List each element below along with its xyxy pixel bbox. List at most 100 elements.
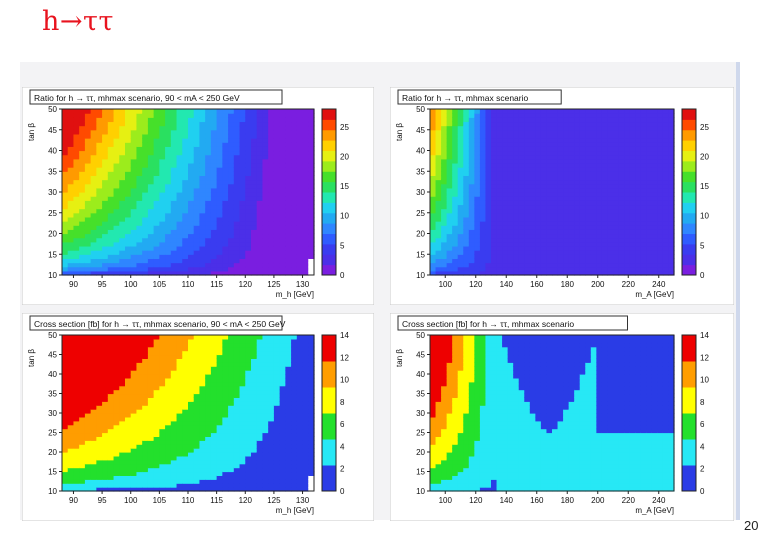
heatmap-cell	[210, 385, 218, 391]
heatmap-cell	[651, 196, 658, 201]
heatmap-cell	[524, 212, 531, 218]
heatmap-cell	[84, 129, 92, 135]
heatmap-cell	[468, 138, 475, 143]
heatmap-cell	[96, 455, 103, 461]
heatmap-cell	[176, 133, 183, 139]
heatmap-cell	[624, 167, 631, 172]
heatmap-cell	[662, 133, 670, 139]
heatmap-cell	[62, 483, 69, 488]
heatmap-cell	[308, 125, 315, 131]
heatmap-cell	[540, 158, 548, 164]
heatmap-cell	[102, 129, 109, 135]
heatmap-cell	[256, 150, 264, 156]
heatmap-cell	[245, 233, 252, 239]
heatmap-cell	[170, 221, 178, 226]
heatmap-cell	[668, 117, 675, 123]
heatmap-cell	[635, 196, 642, 201]
heatmap-cell	[159, 142, 166, 147]
heatmap-cell	[291, 187, 298, 193]
heatmap-cell	[199, 154, 206, 160]
colorbar	[321, 108, 337, 276]
heatmap-cell	[579, 121, 586, 127]
heatmap-cell	[618, 204, 625, 210]
heatmap-cell	[579, 245, 586, 251]
heatmap-cell	[205, 229, 212, 235]
heatmap-cell	[613, 175, 620, 181]
heatmap-cell	[485, 146, 492, 152]
heatmap-cell	[222, 401, 229, 406]
heatmap-cell	[188, 420, 195, 426]
heatmap-cell	[662, 208, 670, 214]
heatmap-cell	[613, 200, 620, 206]
heatmap-cell	[170, 262, 178, 268]
heatmap-cell	[96, 221, 103, 226]
heatmap-cell	[159, 241, 166, 247]
heatmap-cell	[430, 216, 437, 222]
heatmap-cell	[79, 200, 86, 206]
heatmap-cell	[546, 171, 553, 176]
heatmap-cell	[629, 266, 636, 272]
heatmap-cell	[193, 405, 201, 410]
heatmap-cell	[239, 358, 246, 363]
heatmap-cell	[452, 254, 459, 259]
heatmap-cell	[188, 250, 195, 255]
heatmap-cell	[130, 366, 138, 371]
heatmap-cell	[193, 229, 201, 235]
heatmap-cell	[182, 444, 189, 449]
heatmap-cell	[668, 154, 675, 160]
heatmap-cell	[165, 270, 172, 276]
heatmap-cell	[657, 212, 664, 218]
heatmap-cell	[651, 233, 658, 239]
heatmap-cell	[552, 241, 559, 247]
heatmap-cell	[159, 483, 166, 488]
heatmap-cell	[507, 237, 514, 243]
heatmap-cell	[596, 133, 603, 139]
heatmap-cell	[635, 154, 642, 160]
heatmap-cell	[279, 117, 286, 123]
heatmap-cell	[251, 266, 258, 272]
heatmap-cell	[216, 346, 223, 352]
heatmap-cell	[113, 254, 120, 259]
heatmap-cell	[546, 183, 553, 189]
heatmap-cell	[147, 440, 155, 445]
heatmap-cell	[513, 171, 520, 176]
slide-title: h→ττ	[42, 6, 114, 37]
heatmap-cell	[210, 487, 218, 492]
heatmap-cell	[79, 221, 86, 226]
heatmap-cell	[90, 258, 97, 264]
heatmap-cell	[84, 487, 92, 492]
heatmap-cell	[136, 162, 143, 168]
heatmap-cell	[182, 129, 189, 135]
heatmap-cell	[646, 192, 653, 197]
heatmap-cell	[518, 233, 525, 239]
heatmap-cell	[96, 475, 103, 480]
heatmap-cell	[96, 109, 103, 114]
heatmap-cell	[468, 254, 475, 259]
heatmap-cell	[624, 270, 631, 276]
heatmap-cell	[107, 142, 115, 147]
heatmap-cell	[557, 245, 564, 251]
heatmap-cell	[596, 158, 603, 164]
heatmap-cell	[457, 192, 464, 197]
heatmap-cell	[291, 196, 298, 201]
heatmap-cell	[199, 428, 206, 434]
heatmap-cell	[125, 179, 132, 185]
heatmap-cell	[130, 245, 138, 251]
heatmap-cell	[170, 146, 178, 152]
heatmap-cell	[62, 459, 69, 465]
heatmap-cell	[102, 225, 109, 230]
heatmap-cell	[96, 463, 103, 469]
heatmap-cell	[79, 208, 86, 214]
heatmap-cell	[435, 158, 442, 164]
heatmap-cell	[302, 179, 309, 185]
heatmap-cell	[613, 266, 620, 272]
heatmap-cell	[529, 254, 536, 259]
heatmap-cell	[574, 183, 581, 189]
heatmap-cell	[176, 142, 183, 147]
heatmap-cell	[216, 397, 223, 402]
heatmap-cell	[640, 241, 647, 247]
heatmap-cell	[256, 158, 264, 164]
y-tick-label: 20	[416, 230, 425, 239]
heatmap-cell	[170, 212, 178, 218]
heatmap-cell	[136, 266, 143, 272]
